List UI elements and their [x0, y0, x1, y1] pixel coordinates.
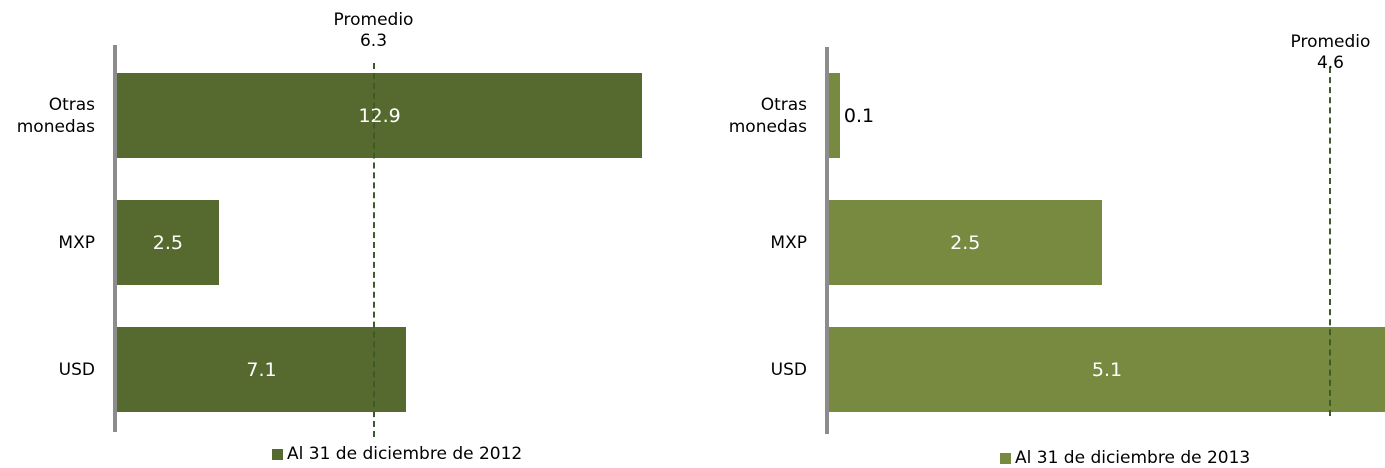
value-label: 0.1 [843, 104, 875, 127]
bar [117, 327, 407, 412]
category-label: MXP [770, 232, 807, 253]
average-line [1329, 67, 1332, 416]
y-axis-line [825, 47, 829, 434]
bar [117, 73, 643, 158]
bar [829, 327, 1385, 412]
legend-label: Al 31 de diciembre de 2012 [287, 444, 523, 464]
legend-item: Al 31 de diciembre de 2013 [1000, 448, 1250, 468]
legend-swatch [1000, 452, 1011, 464]
average-line [372, 63, 375, 437]
bar [829, 73, 840, 158]
average-value: 4.6 [1316, 53, 1344, 73]
bar [829, 200, 1102, 285]
value-label: 7.1 [246, 358, 277, 381]
legend-label: Al 31 de diciembre de 2013 [1015, 448, 1251, 468]
category-label: USD [58, 359, 95, 380]
average-title: Promedio [333, 10, 414, 30]
category-label: MXP [58, 232, 95, 253]
value-label: 5.1 [1091, 358, 1123, 381]
value-label: 12.9 [358, 104, 401, 127]
average-title: Promedio [1290, 32, 1371, 52]
value-label: 2.5 [950, 231, 981, 254]
category-label: USD [770, 359, 807, 380]
legend-item: Al 31 de diciembre de 2012 [272, 444, 522, 464]
bar [117, 200, 219, 285]
average-value: 6.3 [359, 31, 388, 51]
category-label: Otras monedas [728, 94, 807, 137]
y-axis-line [113, 45, 117, 432]
legend-swatch [272, 448, 283, 460]
category-label: Otras monedas [16, 94, 95, 137]
value-label: 2.5 [152, 231, 183, 254]
